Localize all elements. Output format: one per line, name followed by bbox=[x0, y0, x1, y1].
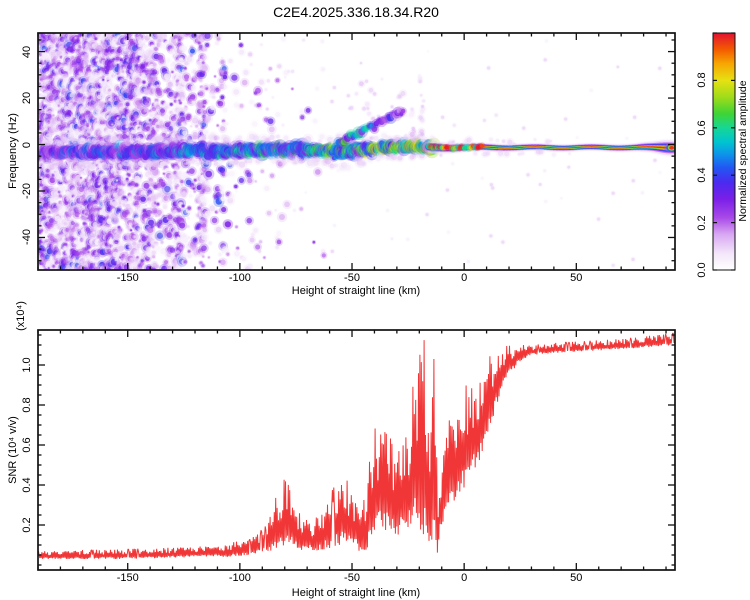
tick-label: -20 bbox=[21, 183, 33, 199]
tick-label: 0.0 bbox=[696, 262, 708, 278]
tick-label: 0.6 bbox=[696, 120, 708, 136]
spectrogram-x-axis-label: Height of straight line (km) bbox=[291, 285, 421, 297]
tick-label: 0.6 bbox=[21, 437, 33, 453]
tick-label: 50 bbox=[570, 572, 583, 584]
tick-label: -150 bbox=[116, 272, 139, 284]
tick-label: 50 bbox=[570, 272, 583, 284]
snr-x-axis-label: Height of straight line (km) bbox=[291, 587, 421, 599]
tick-label: 0 bbox=[461, 272, 468, 284]
tick-label: -100 bbox=[228, 272, 251, 284]
tick-label: 0.4 bbox=[696, 167, 708, 183]
tick-label: -50 bbox=[344, 572, 360, 584]
tick-label: 0.4 bbox=[21, 477, 33, 493]
tick-label: 20 bbox=[21, 91, 33, 105]
tick-label: -150 bbox=[116, 572, 139, 584]
tick-label: -50 bbox=[344, 272, 360, 284]
tick-label: 0 bbox=[21, 141, 33, 148]
tick-label: 1.0 bbox=[21, 357, 33, 373]
figure-title: C2E4.2025.336.18.34.R20 bbox=[273, 4, 439, 20]
tick-label: -40 bbox=[21, 229, 33, 246]
snr-y-axis-multiplier: (x10⁴) bbox=[15, 301, 27, 331]
tick-label: 0.2 bbox=[696, 214, 708, 231]
tick-label: 0 bbox=[461, 572, 468, 584]
colorbar-label: Normalized spectral amplitude bbox=[737, 80, 749, 222]
spectrogram-y-axis-label: Frequency (Hz) bbox=[7, 113, 19, 189]
tick-label: 40 bbox=[21, 45, 33, 58]
tick-label: 0.8 bbox=[696, 72, 708, 89]
tick-label: 0.2 bbox=[21, 517, 33, 533]
snr-y-axis-label: SNR (10⁴ v/v) bbox=[7, 416, 19, 484]
tick-label: 0.8 bbox=[21, 397, 33, 413]
tick-label: -100 bbox=[228, 572, 251, 584]
